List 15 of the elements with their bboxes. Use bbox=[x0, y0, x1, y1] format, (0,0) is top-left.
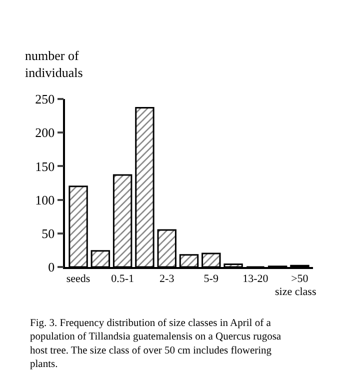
x-tick-label: >50 bbox=[291, 272, 309, 285]
x-axis-title: size class bbox=[275, 286, 316, 298]
x-tick-label: 5-9 bbox=[204, 272, 219, 285]
y-tick-label: 100 bbox=[35, 192, 55, 208]
y-tick-label: 250 bbox=[35, 92, 55, 107]
x-tick-label: seeds bbox=[66, 272, 90, 285]
x-tick-label: 2-3 bbox=[160, 272, 175, 285]
y-tick-label: 0 bbox=[48, 260, 55, 275]
y-tick-label: 150 bbox=[35, 158, 55, 174]
caption: Fig. 3. Frequency distribution of size classes in April of a population of Tillandsia guatemalensis on a Quercus rugosa host tree. The size class of over 50 cm includes flowering plants. bbox=[30, 318, 282, 370]
x-tick-label: 0.5-1 bbox=[111, 272, 134, 285]
y-tick-label: 50 bbox=[42, 226, 55, 241]
y-axis-title: number of individuals bbox=[25, 48, 83, 80]
y-tick-label: 200 bbox=[35, 125, 55, 140]
x-tick-label: 13-20 bbox=[242, 272, 269, 285]
